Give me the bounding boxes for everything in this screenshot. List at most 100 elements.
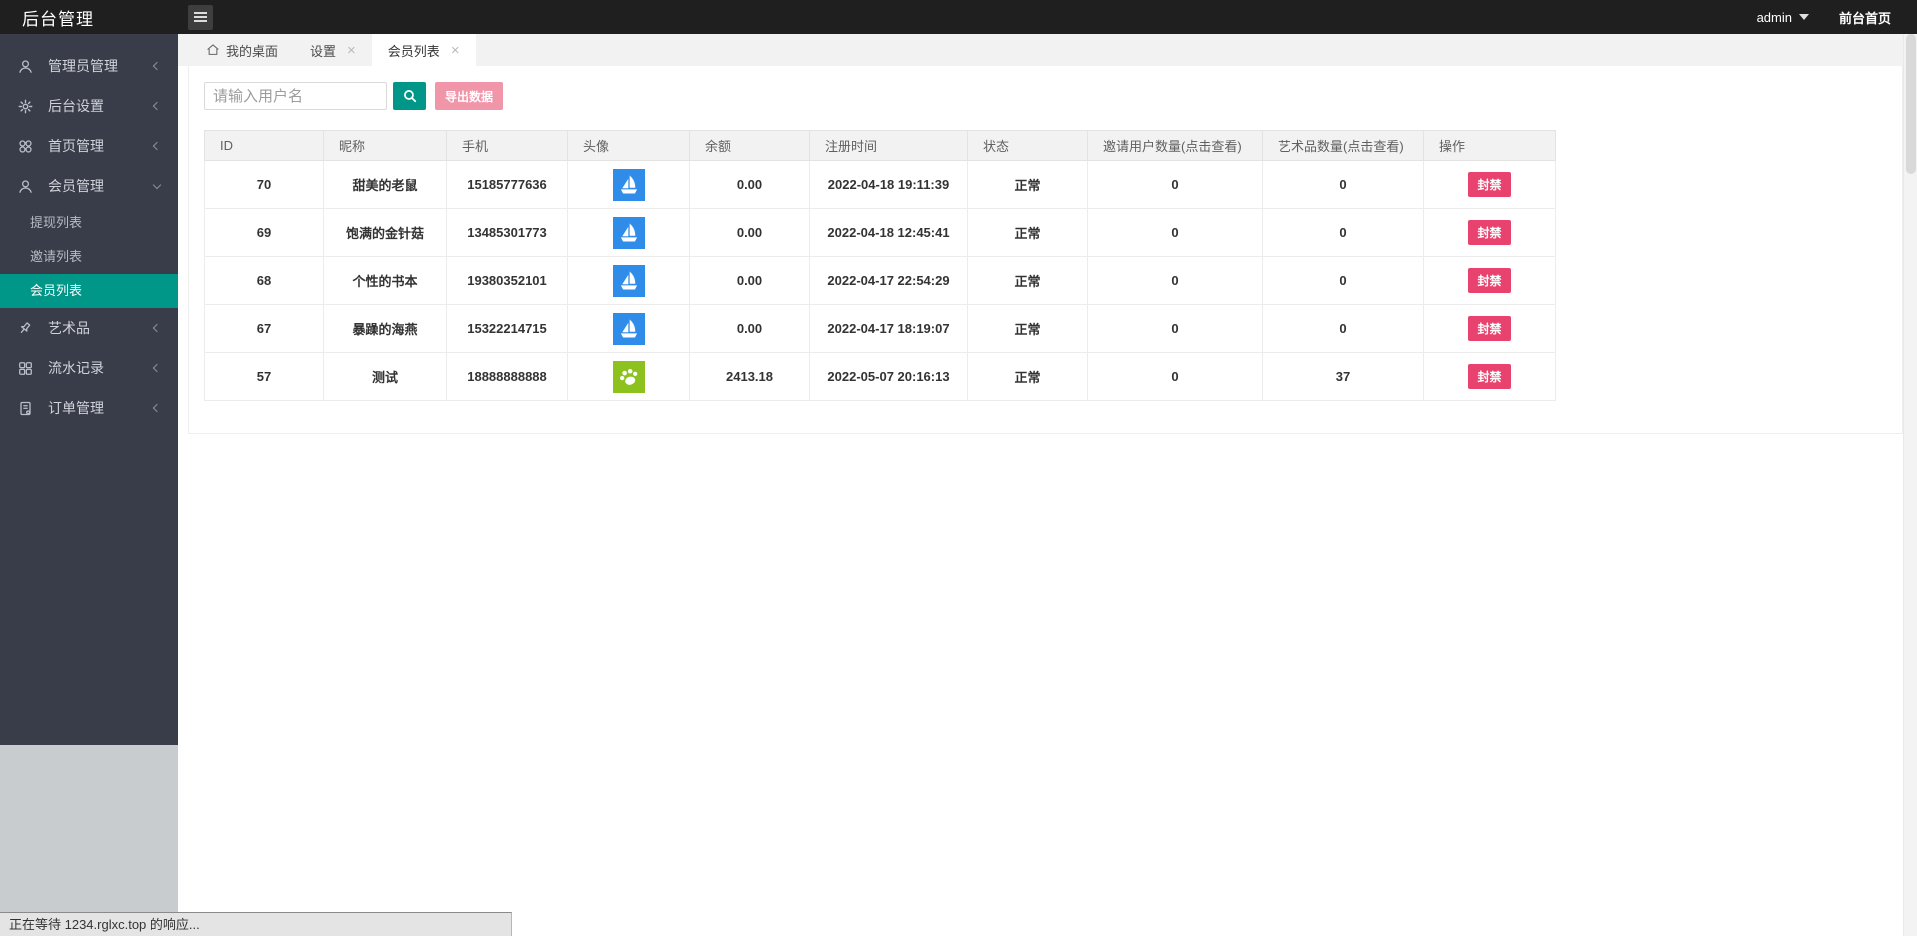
user-menu[interactable]: admin [1757, 10, 1809, 25]
sidebar-item-label: 首页管理 [48, 138, 104, 154]
search-button[interactable] [393, 82, 426, 110]
tab-bar: 我的桌面 设置 × 会员列表 × [178, 34, 1917, 66]
cell-avatar [567, 304, 690, 353]
gear-icon [18, 99, 33, 114]
cell-balance: 2413.18 [689, 352, 810, 401]
top-header: 后台管理 admin 前台首页 [0, 0, 1917, 34]
tab-settings[interactable]: 设置 × [294, 34, 372, 66]
home-icon [206, 43, 220, 57]
chevron-left-icon [152, 363, 162, 373]
tab-label: 设置 [310, 43, 337, 59]
sidebar-item-label: 管理员管理 [48, 58, 118, 74]
user-icon [18, 59, 33, 74]
content-card: 导出数据 ID昵称手机头像余额注册时间状态邀请用户数量(点击查看)艺术品数量(点… [188, 66, 1903, 434]
sidebar-item-transaction-records[interactable]: 流水记录 [0, 348, 178, 388]
column-header: 手机 [446, 130, 568, 161]
ban-button[interactable]: 封禁 [1468, 172, 1511, 197]
ban-button[interactable]: 封禁 [1468, 316, 1511, 341]
invite-count-link[interactable]: 0 [1087, 352, 1263, 401]
column-header: 操作 [1423, 130, 1556, 161]
column-header: 注册时间 [809, 130, 968, 161]
table-row: 57 测试 18888888888 2413.18 2022-05-07 20:… [204, 352, 1556, 401]
cell-avatar [567, 256, 690, 305]
cell-balance: 0.00 [689, 160, 810, 209]
cell-id: 68 [204, 256, 324, 305]
ban-button[interactable]: 封禁 [1468, 364, 1511, 389]
cell-id: 67 [204, 304, 324, 353]
sidebar-item-admin-management[interactable]: 管理员管理 [0, 46, 178, 86]
cell-nickname: 个性的书本 [323, 256, 447, 305]
cell-actions: 封禁 [1423, 160, 1556, 209]
ship-avatar-icon [612, 168, 645, 201]
table-row: 67 暴躁的海燕 15322214715 0.00 2022-04-17 18:… [204, 304, 1556, 353]
invite-count-link[interactable]: 0 [1087, 304, 1263, 353]
column-header: 状态 [967, 130, 1088, 161]
paw-avatar-icon [612, 360, 645, 393]
cell-phone: 19380352101 [446, 256, 568, 305]
close-icon[interactable]: × [347, 41, 356, 59]
username: admin [1756, 9, 1792, 25]
cell-reg-time: 2022-04-18 19:11:39 [809, 160, 968, 209]
ship-avatar-icon [612, 312, 645, 345]
ship-avatar-icon [612, 264, 645, 297]
invite-count-link[interactable]: 0 [1087, 160, 1263, 209]
column-header: 余额 [689, 130, 810, 161]
cell-actions: 封禁 [1423, 208, 1556, 257]
status-badge: 正常 [967, 256, 1088, 305]
cell-actions: 封禁 [1423, 304, 1556, 353]
member-icon [18, 179, 33, 194]
sidebar-item-backend-settings[interactable]: 后台设置 [0, 86, 178, 126]
status-badge: 正常 [967, 304, 1088, 353]
tab-label: 会员列表 [387, 43, 440, 59]
sidebar-item-artworks[interactable]: 艺术品 [0, 308, 178, 348]
status-badge: 正常 [967, 208, 1088, 257]
sidebar-item-invite-list[interactable]: 邀请列表 [30, 249, 83, 264]
tab-desktop[interactable]: 我的桌面 [190, 34, 294, 66]
invite-count-link[interactable]: 0 [1087, 208, 1263, 257]
menu-toggle-button[interactable] [188, 4, 213, 30]
table-row: 70 甜美的老鼠 15185777636 0.00 2022-04-18 19:… [204, 160, 1556, 209]
cell-phone: 13485301773 [446, 208, 568, 257]
scrollbar[interactable] [1903, 34, 1917, 936]
sidebar-item-member-list[interactable]: 会员列表 [0, 274, 178, 308]
cell-id: 70 [204, 160, 324, 209]
status-badge: 正常 [967, 160, 1088, 209]
sidebar: 管理员管理 后台设置 首页管理 会员管理 提现列表 邀请列表 会员列 [0, 34, 178, 936]
cell-id: 69 [204, 208, 324, 257]
artwork-count-link[interactable]: 0 [1262, 256, 1424, 305]
cell-reg-time: 2022-04-18 12:45:41 [809, 208, 968, 257]
username-search-input[interactable] [204, 82, 387, 110]
sidebar-item-label: 流水记录 [48, 360, 104, 376]
tab-label: 我的桌面 [226, 43, 279, 59]
caret-down-icon [1798, 14, 1809, 20]
invite-count-link[interactable]: 0 [1087, 256, 1263, 305]
sidebar-item-order-management[interactable]: 订单管理 [0, 388, 178, 428]
sidebar-item-member-management[interactable]: 会员管理 [0, 166, 178, 206]
close-icon[interactable]: × [450, 41, 460, 59]
cell-balance: 0.00 [689, 304, 810, 353]
artwork-count-link[interactable]: 37 [1262, 352, 1424, 401]
app-title[interactable]: 后台管理 [22, 9, 94, 29]
members-table: ID 昵称 手机 头像 余额 注册时间 状态 邀请用户数量(点击查看) 艺术品数量(点击查看) 操… [204, 130, 1556, 401]
export-data-button[interactable]: 导出数据 [435, 82, 504, 110]
sidebar-item-withdraw-list[interactable]: 提现列表 [30, 215, 83, 230]
ban-button[interactable]: 封禁 [1468, 268, 1511, 293]
frontend-home-link[interactable]: 前台首页 [1838, 10, 1891, 26]
artwork-count-link[interactable]: 0 [1262, 160, 1424, 209]
document-icon [18, 401, 33, 416]
cell-nickname: 甜美的老鼠 [323, 160, 447, 209]
cell-actions: 封禁 [1423, 352, 1556, 401]
tab-member-list[interactable]: 会员列表 × [371, 34, 476, 66]
artwork-count-link[interactable]: 0 [1262, 208, 1424, 257]
chevron-left-icon [152, 101, 162, 111]
grid-squares-icon [18, 361, 33, 376]
artwork-count-link[interactable]: 0 [1262, 304, 1424, 353]
cell-nickname: 测试 [323, 352, 447, 401]
status-badge: 正常 [967, 352, 1088, 401]
cell-nickname: 饱满的金针菇 [323, 208, 447, 257]
ban-button[interactable]: 封禁 [1468, 220, 1511, 245]
sidebar-item-homepage-management[interactable]: 首页管理 [0, 126, 178, 166]
scrollbar-thumb[interactable] [1906, 34, 1916, 174]
cell-reg-time: 2022-05-07 20:16:13 [809, 352, 968, 401]
